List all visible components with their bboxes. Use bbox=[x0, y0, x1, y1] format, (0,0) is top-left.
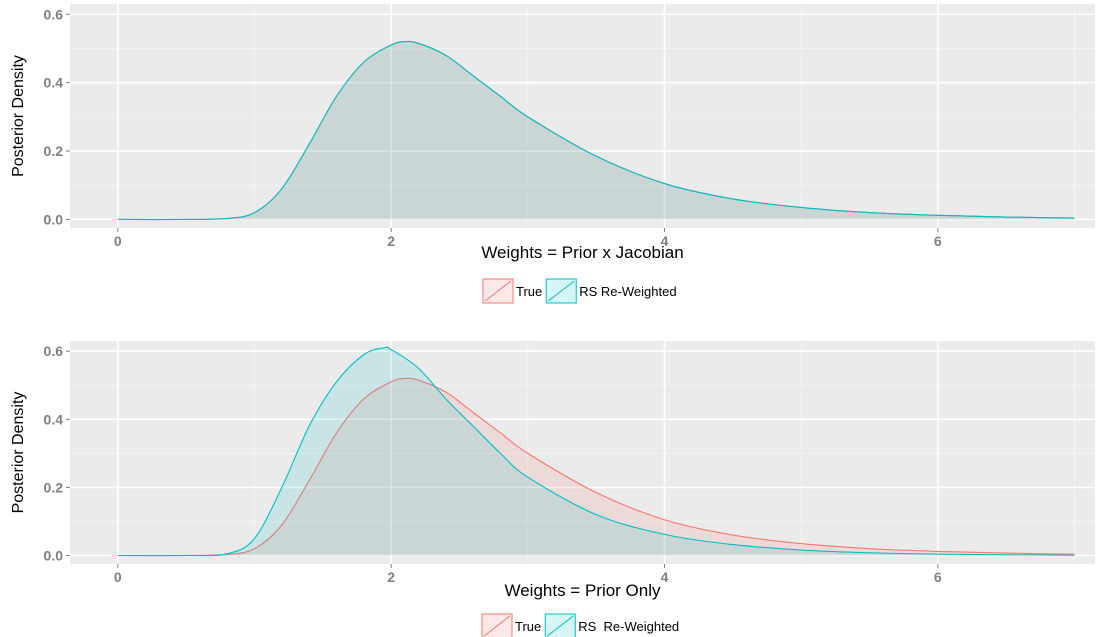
x-axis-title: Weights = Prior Only bbox=[504, 581, 661, 600]
x-tick-label: 4 bbox=[661, 233, 669, 249]
y-tick-label: 0.6 bbox=[44, 6, 64, 22]
legend-swatch-line bbox=[546, 615, 574, 637]
density-line-true bbox=[117, 377, 1075, 557]
legend-label: RS Re-Weighted bbox=[579, 284, 676, 299]
y-axis-title: Posterior Density bbox=[10, 392, 27, 514]
density-area-rs-reweighted bbox=[117, 347, 1075, 556]
x-axis-title: Weights = Prior x Jacobian bbox=[481, 243, 683, 262]
y-tick-label: 0.2 bbox=[44, 143, 64, 159]
x-tick-label: 6 bbox=[934, 569, 942, 585]
legend-swatch-line bbox=[547, 280, 575, 302]
legend-label: RS Re-Weighted bbox=[578, 619, 679, 634]
x-tick-label: 2 bbox=[387, 233, 395, 249]
y-tick-label: 0.4 bbox=[44, 411, 64, 427]
x-tick-label: 4 bbox=[661, 569, 669, 585]
y-tick-label: 0.0 bbox=[44, 547, 64, 563]
density-area-true bbox=[117, 378, 1075, 556]
chart-panel-2: 0 2 4 6 0.0 0.2 0.4 0.6 Weights = Prior Only Post… bbox=[10, 341, 1095, 637]
legend-swatch-line bbox=[484, 280, 512, 302]
y-tick-label: 0.6 bbox=[44, 343, 64, 359]
legend-label: True bbox=[516, 284, 542, 299]
density-area-true bbox=[117, 41, 1075, 220]
legend-label: True bbox=[515, 619, 541, 634]
legend-key-true bbox=[482, 278, 514, 304]
y-tick-label: 0.0 bbox=[44, 211, 64, 227]
density-area-rs-reweighted bbox=[117, 41, 1075, 220]
x-tick-label: 2 bbox=[387, 569, 395, 585]
density-line-rs-reweighted bbox=[117, 346, 1075, 557]
chart-panel-1: 0 2 4 6 0.0 0.2 0.4 0.6 Weights = Prior x Jacobi… bbox=[10, 4, 1095, 304]
legend: True RS Re-Weighted bbox=[482, 278, 677, 304]
x-tick-label: 6 bbox=[934, 233, 942, 249]
y-axis-title: Posterior Density bbox=[10, 55, 27, 177]
legend: True RS Re-Weighted bbox=[481, 613, 679, 637]
plot-background bbox=[70, 4, 1095, 228]
x-tick-label: 0 bbox=[114, 569, 122, 585]
y-tick-label: 0.2 bbox=[44, 479, 64, 495]
legend-key-rs-reweighted bbox=[545, 278, 577, 304]
density-line-rs-reweighted bbox=[117, 40, 1075, 221]
legend-key-rs-reweighted bbox=[544, 613, 576, 637]
plot-background bbox=[70, 341, 1095, 564]
x-tick-label: 0 bbox=[114, 233, 122, 249]
legend-key-true bbox=[481, 613, 513, 637]
legend-swatch-line bbox=[483, 615, 511, 637]
y-tick-label: 0.4 bbox=[44, 75, 64, 91]
